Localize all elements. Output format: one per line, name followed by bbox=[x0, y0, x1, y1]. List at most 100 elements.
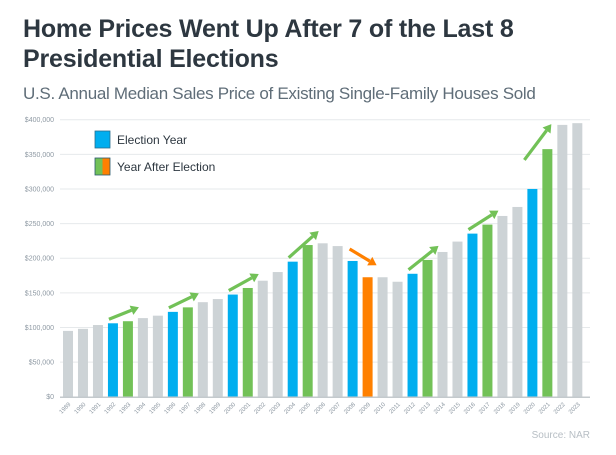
x-tick-label: 2002 bbox=[253, 401, 267, 415]
bar-2014 bbox=[437, 251, 448, 397]
bar-2020 bbox=[527, 188, 538, 397]
x-tick-label: 2001 bbox=[238, 401, 252, 415]
bar-2012 bbox=[407, 273, 418, 397]
arrow-head bbox=[367, 256, 377, 266]
legend-swatch-election bbox=[94, 130, 111, 149]
y-tick-label: $300,000 bbox=[25, 186, 54, 193]
x-tick-label: 1997 bbox=[179, 401, 193, 415]
y-tick-label: $50,000 bbox=[29, 360, 54, 367]
bar-1991 bbox=[92, 325, 103, 397]
legend-swatch-after-green bbox=[95, 158, 103, 175]
arrow-shaft bbox=[523, 129, 548, 161]
arrow-up-2016 bbox=[467, 210, 499, 231]
x-tick-label: 1994 bbox=[134, 401, 148, 415]
x-tick-label: 2006 bbox=[313, 401, 327, 415]
bar-2001 bbox=[242, 287, 253, 397]
legend-label-election: Election Year bbox=[117, 133, 187, 147]
arrow-up-2012 bbox=[407, 245, 439, 272]
y-axis-ticks: $0 $50,000 $100,000 $150,000 $200,000 $250,00… bbox=[25, 117, 54, 401]
x-tick-label: 2013 bbox=[418, 401, 432, 415]
x-tick-label: 2007 bbox=[328, 401, 342, 415]
x-axis-ticks: 1989 1990 1991 1992 1993 1994 1995 1996 1997 1998… bbox=[59, 401, 582, 415]
x-tick-label: 2000 bbox=[224, 401, 238, 415]
bar-2017 bbox=[482, 224, 493, 397]
x-tick-label: 2022 bbox=[553, 401, 567, 415]
chart-subtitle: U.S. Annual Median Sales Price of Existi… bbox=[23, 84, 536, 103]
x-tick-label: 1998 bbox=[194, 401, 208, 415]
x-tick-label: 2017 bbox=[478, 401, 492, 415]
legend-swatch-after-border bbox=[94, 157, 111, 176]
arrow-head bbox=[189, 292, 199, 302]
arrow-shaft bbox=[228, 276, 253, 292]
x-tick-label: 2015 bbox=[448, 401, 462, 415]
bar-2002 bbox=[257, 280, 268, 397]
y-tick-label: $400,000 bbox=[25, 117, 54, 124]
bar-1995 bbox=[152, 315, 163, 397]
arrow-head bbox=[129, 305, 139, 315]
x-tick-label: 1999 bbox=[209, 401, 223, 415]
arrow-down-2008 bbox=[348, 247, 377, 266]
legend-label-after-election: Year After Election bbox=[117, 160, 215, 174]
bar-2022 bbox=[557, 124, 568, 397]
y-tick-label: $150,000 bbox=[25, 290, 54, 297]
arrow-head bbox=[489, 210, 499, 220]
arrow-head bbox=[249, 273, 259, 283]
x-tick-label: 1989 bbox=[59, 401, 73, 415]
bar-1994 bbox=[137, 318, 148, 397]
source-note: Source: NAR bbox=[532, 430, 590, 441]
arrow-up-2020 bbox=[523, 124, 552, 161]
legend: Election Year Year After Election bbox=[94, 130, 215, 176]
bar-1993 bbox=[122, 321, 133, 397]
bar-2010 bbox=[377, 277, 388, 397]
bar-1990 bbox=[77, 328, 88, 397]
bar-2004 bbox=[287, 261, 298, 397]
bar-1998 bbox=[197, 302, 208, 397]
bar-2008 bbox=[347, 260, 358, 397]
x-tick-label: 1991 bbox=[89, 401, 103, 415]
arrow-shaft bbox=[467, 213, 493, 231]
bar-1992 bbox=[107, 323, 118, 397]
x-tick-label: 2008 bbox=[343, 401, 357, 415]
x-tick-label: 1992 bbox=[104, 401, 118, 415]
x-tick-label: 2011 bbox=[389, 401, 403, 415]
y-tick-label: $350,000 bbox=[25, 152, 54, 159]
bar-2013 bbox=[422, 259, 433, 397]
trend-arrows bbox=[108, 124, 552, 321]
arrow-up-2004 bbox=[287, 231, 319, 259]
arrow-head bbox=[429, 245, 439, 255]
arrow-shaft bbox=[168, 295, 193, 310]
bar-2009 bbox=[362, 277, 373, 397]
chart-title: Home Prices Went Up After 7 of the Last … bbox=[23, 15, 514, 73]
x-tick-label: 2010 bbox=[373, 401, 387, 415]
x-tick-label: 1996 bbox=[164, 401, 178, 415]
y-tick-label: $100,000 bbox=[25, 325, 54, 332]
x-tick-label: 2005 bbox=[298, 401, 312, 415]
x-tick-label: 1990 bbox=[74, 401, 88, 415]
bar-2005 bbox=[302, 245, 313, 397]
arrow-shaft bbox=[407, 249, 434, 272]
arrow-up-2000 bbox=[228, 273, 259, 292]
x-tick-label: 2003 bbox=[268, 401, 282, 415]
bar-2003 bbox=[272, 272, 283, 397]
x-tick-label: 2004 bbox=[283, 401, 297, 415]
bar-2015 bbox=[452, 241, 463, 397]
x-tick-label: 2018 bbox=[493, 401, 507, 415]
bar-2016 bbox=[467, 233, 478, 397]
x-tick-label: 2020 bbox=[523, 401, 537, 415]
x-tick-label: 2016 bbox=[463, 401, 477, 415]
legend-swatch-after-orange bbox=[102, 158, 110, 175]
bar-1997 bbox=[182, 307, 193, 397]
x-tick-label: 2012 bbox=[403, 401, 417, 415]
arrow-up-1996 bbox=[168, 292, 199, 310]
bar-2011 bbox=[392, 281, 403, 397]
bar-2023 bbox=[572, 123, 583, 397]
y-tick-label: $200,000 bbox=[25, 256, 54, 263]
arrow-shaft bbox=[287, 235, 314, 259]
y-tick-label: $250,000 bbox=[25, 221, 54, 228]
x-tick-label: 2014 bbox=[433, 401, 447, 415]
x-tick-label: 1993 bbox=[119, 401, 133, 415]
x-tick-label: 2021 bbox=[538, 401, 552, 415]
bar-1989 bbox=[63, 330, 73, 397]
bar-1996 bbox=[167, 311, 178, 397]
